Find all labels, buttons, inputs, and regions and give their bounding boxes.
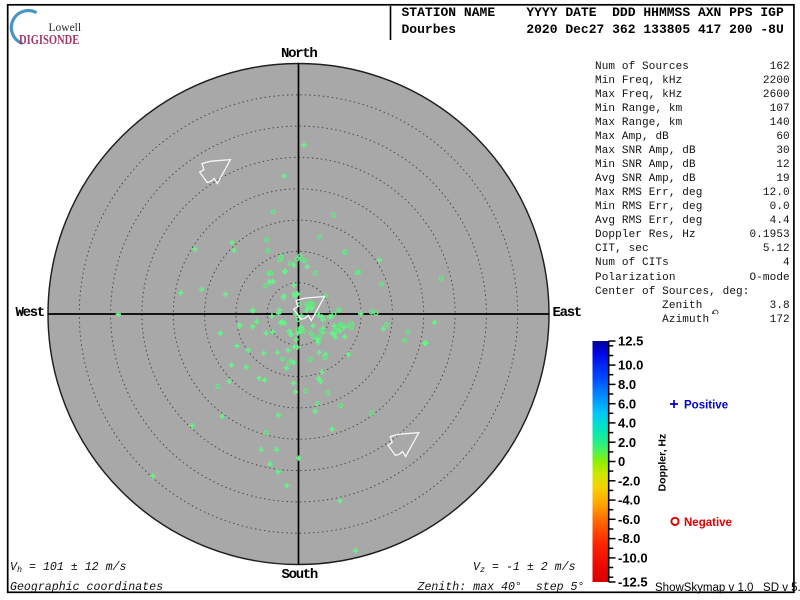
svg-text:-8.0: -8.0	[618, 531, 640, 546]
svg-text:-10.0: -10.0	[618, 551, 648, 566]
svg-text:10.0: 10.0	[618, 358, 643, 373]
svg-text:Negative: Negative	[684, 517, 732, 529]
svg-text:-4.0: -4.0	[618, 493, 640, 508]
svg-text:-12.5: -12.5	[618, 575, 648, 590]
svg-text:Doppler, Hz: Doppler, Hz	[657, 434, 669, 492]
svg-text:12.5: 12.5	[618, 334, 643, 349]
svg-text:Positive: Positive	[684, 400, 728, 412]
svg-text:6.0: 6.0	[618, 396, 636, 411]
svg-text:-2.0: -2.0	[618, 473, 640, 488]
svg-text:0: 0	[618, 454, 625, 469]
svg-text:8.0: 8.0	[618, 377, 636, 392]
svg-text:4.0: 4.0	[618, 416, 636, 431]
svg-text:2.0: 2.0	[618, 435, 636, 450]
svg-text:-6.0: -6.0	[618, 512, 640, 527]
